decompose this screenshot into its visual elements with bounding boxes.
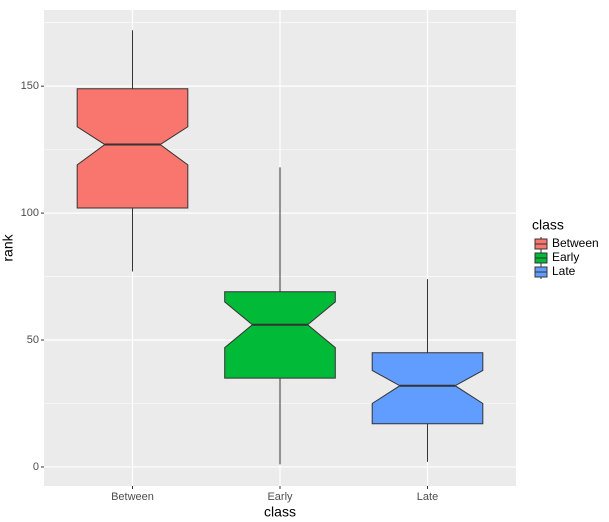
legend-label: Early: [552, 250, 579, 264]
x-tick-label: Early: [267, 491, 293, 503]
y-tick-label: 0: [33, 461, 39, 473]
box: [76, 88, 189, 209]
x-tick-label: Between: [111, 491, 154, 503]
box: [224, 291, 336, 379]
legend-title: class: [532, 217, 564, 233]
x-axis-title: class: [264, 504, 296, 520]
y-tick-label: 50: [27, 334, 39, 346]
x-tick-label: Late: [417, 491, 438, 503]
box: [371, 352, 484, 425]
y-tick-label: 100: [21, 207, 39, 219]
legend-label: Late: [552, 264, 576, 278]
y-tick-label: 150: [21, 80, 39, 92]
marks: [76, 30, 484, 465]
y-axis-title: rank: [0, 233, 16, 261]
legend-label: Between: [552, 236, 599, 250]
